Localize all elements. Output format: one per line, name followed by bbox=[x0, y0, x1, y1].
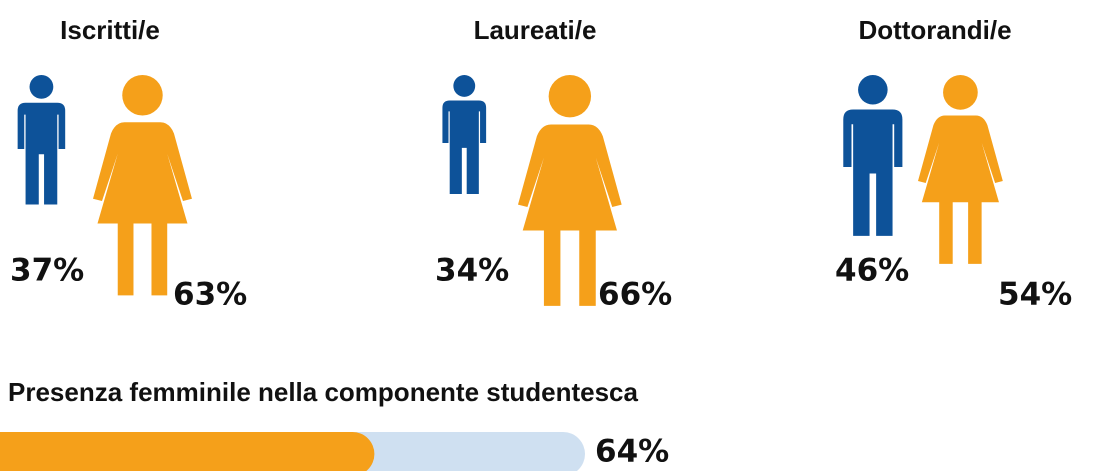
person-head bbox=[858, 75, 888, 105]
person-icon bbox=[918, 75, 1003, 264]
person-icon bbox=[843, 75, 903, 236]
person-head bbox=[453, 75, 476, 97]
person-body bbox=[518, 124, 622, 306]
person-body bbox=[918, 115, 1003, 264]
person-body bbox=[17, 102, 66, 205]
panel-title: Dottorandi/e bbox=[858, 15, 1011, 45]
person-head bbox=[29, 75, 54, 99]
progress-percent: 64% bbox=[595, 434, 669, 470]
person-head bbox=[548, 75, 592, 118]
person-icon bbox=[442, 75, 487, 194]
person-head bbox=[943, 75, 978, 110]
panel-title: Laureati/e bbox=[474, 15, 597, 45]
person-icon bbox=[518, 75, 622, 306]
panel-title: Iscritti/e bbox=[60, 15, 160, 45]
progress-fill bbox=[0, 432, 375, 471]
person-icon bbox=[93, 75, 192, 296]
male-percent: 46% bbox=[835, 253, 909, 289]
female-percent: 54% bbox=[998, 277, 1072, 313]
person-body bbox=[93, 122, 192, 296]
progress-title: Presenza femminile nella componente stud… bbox=[8, 377, 639, 407]
person-body bbox=[442, 100, 487, 194]
male-percent: 34% bbox=[435, 253, 509, 289]
female-percent: 66% bbox=[598, 277, 672, 313]
person-icon bbox=[17, 75, 66, 205]
female-percent: 63% bbox=[173, 277, 247, 313]
person-head bbox=[122, 75, 163, 116]
person-body bbox=[843, 109, 903, 236]
male-percent: 37% bbox=[10, 253, 84, 289]
